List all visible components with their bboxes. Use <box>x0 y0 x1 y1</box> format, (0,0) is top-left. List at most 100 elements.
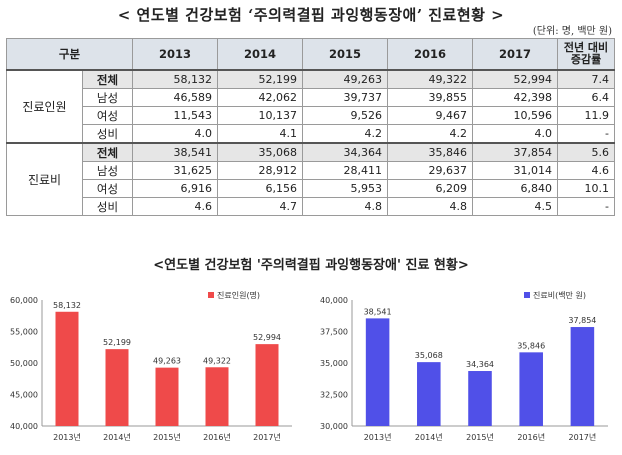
table-cell: 42,398 <box>472 88 559 107</box>
chart-costs: 40,000 37,500 35,000 32,500 30,000 진료비(백만 원) 3… <box>320 290 608 442</box>
y-tick-label: 35,000 <box>320 359 348 368</box>
legend-label: 진료인원(명) <box>217 290 260 300</box>
header-year: 2015 <box>302 38 389 71</box>
row-label: 성비 <box>81 124 134 144</box>
table-cell: 31,625 <box>132 161 219 180</box>
table-cell: 6,840 <box>472 179 559 198</box>
y-tick-label: 37,500 <box>320 328 348 337</box>
header-group: 구분 <box>5 38 134 71</box>
table-row: 여성 6,916 6,156 5,953 6,209 6,840 10.1 <box>7 179 616 198</box>
stats-table: 구분 2013 2014 2015 2016 2017 전년 대비 증감률 진료… <box>5 38 616 216</box>
x-tick-label: 2013년 <box>364 432 392 442</box>
x-tick-label: 2013년 <box>53 432 81 442</box>
header-change-line2: 증감률 <box>570 53 602 66</box>
y-tick-label: 50,000 <box>10 359 38 368</box>
data-label: 34,364 <box>466 360 494 369</box>
header-year: 2014 <box>217 38 304 71</box>
bar <box>155 367 179 426</box>
table-cell: 49,322 <box>387 69 474 89</box>
x-tick-label: 2014년 <box>103 432 131 442</box>
table-row: 성비 4.0 4.1 4.2 4.2 4.0- <box>7 124 616 144</box>
row-label: 여성 <box>81 179 134 198</box>
table-cell: 4.1 <box>217 124 304 144</box>
bar <box>105 349 129 426</box>
table-cell: 29,637 <box>387 161 474 180</box>
change-cell: - <box>557 197 616 216</box>
x-tick-label: 2016년 <box>517 432 545 442</box>
data-label: 49,322 <box>203 356 231 365</box>
table-cell: 6,209 <box>387 179 474 198</box>
table-cell: 9,526 <box>302 106 389 125</box>
table-cell: 34,364 <box>302 142 389 162</box>
row-label: 전체 <box>81 142 134 162</box>
table-cell: 35,846 <box>387 142 474 162</box>
table-cell: 6,156 <box>217 179 304 198</box>
table-cell: 52,199 <box>217 69 304 89</box>
legend-swatch <box>208 292 214 298</box>
y-tick-label: 40,000 <box>10 422 38 431</box>
legend-label: 진료비(백만 원) <box>533 290 586 300</box>
y-tick-label: 55,000 <box>10 328 38 337</box>
table-cell: 28,912 <box>217 161 304 180</box>
row-label: 성비 <box>81 197 134 216</box>
header-year: 2016 <box>387 38 474 71</box>
table-cell: 10,137 <box>217 106 304 125</box>
bar <box>55 311 79 426</box>
change-cell: 10.1 <box>557 179 616 198</box>
y-tick-label: 45,000 <box>10 391 38 400</box>
change-cell: 7.4 <box>557 69 616 89</box>
change-cell: 11.9 <box>557 106 616 125</box>
table-cell: 46,589 <box>132 88 219 107</box>
table-cell: 38,541 <box>132 142 219 162</box>
bar <box>255 344 279 426</box>
table-cell: 4.8 <box>387 197 474 216</box>
table-title: < 연도별 건강보험 ‘주의력결핍 과잉행동장애’ 진료현황 > <box>117 6 505 24</box>
data-label: 35,846 <box>517 341 545 350</box>
x-tick-label: 2017년 <box>253 432 281 442</box>
table-cell: 31,014 <box>472 161 559 180</box>
x-tick-label: 2015년 <box>466 432 494 442</box>
charts-title: <연도별 건강보험 '주의력결핍 과잉행동장애' 진료 현황> <box>153 258 469 273</box>
y-tick-label: 40,000 <box>320 296 348 305</box>
data-label: 38,541 <box>364 307 392 316</box>
table-cell: 4.8 <box>302 197 389 216</box>
data-label: 49,263 <box>153 357 181 366</box>
table-cell: 35,068 <box>217 142 304 162</box>
row-label: 여성 <box>81 106 134 125</box>
table-cell: 11,543 <box>132 106 219 125</box>
change-cell: 5.6 <box>557 142 616 162</box>
unit-note: (단위: 명, 백만 원) <box>532 26 612 37</box>
table-row: 진료비 전체 38,541 35,068 34,364 35,846 37,854 5.6 <box>6 142 616 216</box>
x-tick-label: 2015년 <box>153 432 181 442</box>
x-tick-label: 2016년 <box>203 432 231 442</box>
table-row: 남성 46,589 42,062 39,737 39,855 42,398 6.4 <box>7 88 616 107</box>
data-label: 52,994 <box>253 333 281 342</box>
y-tick-label: 30,000 <box>320 422 348 431</box>
data-label: 52,199 <box>103 338 131 347</box>
table-cell: 37,854 <box>472 142 559 162</box>
table-cell: 4.0 <box>472 124 559 144</box>
table-cell: 4.0 <box>132 124 219 144</box>
bar <box>205 367 229 426</box>
bar <box>570 327 595 426</box>
change-cell: 4.6 <box>557 161 616 180</box>
x-tick-label: 2014년 <box>415 432 443 442</box>
header-year: 2017 <box>472 38 559 71</box>
legend-swatch <box>524 292 530 298</box>
table-cell: 6,916 <box>132 179 219 198</box>
group-label: 진료비 <box>6 142 83 216</box>
row-label: 남성 <box>81 161 134 180</box>
table-row: 성비 4.6 4.7 4.8 4.8 4.5- <box>7 197 616 216</box>
change-cell: - <box>557 124 616 144</box>
table-row: 여성 11,543 10,137 9,526 9,467 10,596 11.9 <box>7 106 616 125</box>
table-cell: 4.6 <box>132 197 219 216</box>
x-tick-label: 2017년 <box>569 432 597 442</box>
table-cell: 4.2 <box>387 124 474 144</box>
header-change-line1: 전년 대비 <box>563 41 609 54</box>
chart-patients: 60,000 55,000 50,000 45,000 40,000 진료인원(명) 58,… <box>10 290 292 442</box>
table-cell: 4.5 <box>472 197 559 216</box>
table-cell: 49,263 <box>302 69 389 89</box>
table-cell: 28,411 <box>302 161 389 180</box>
table-row: 남성 31,625 28,912 28,411 29,637 31,014 4.6 <box>7 161 616 180</box>
table-cell: 52,994 <box>472 69 559 89</box>
